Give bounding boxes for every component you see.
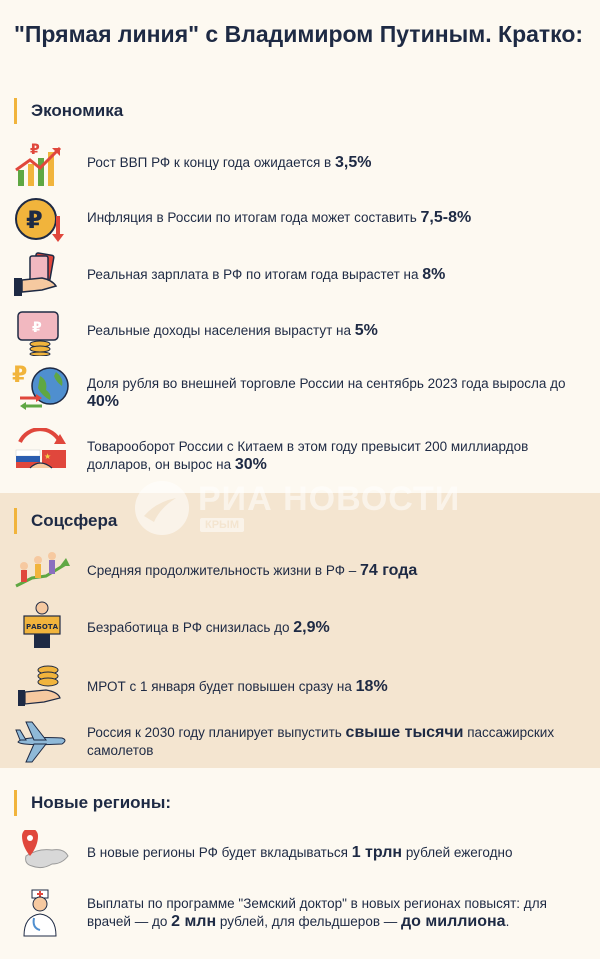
- job-sign-icon: РАБОТА: [12, 600, 70, 650]
- section-heading-economy: Экономика: [14, 98, 123, 124]
- item-text: Реальные доходы населения вырастут на 5%: [87, 322, 378, 339]
- section-heading-regions: Новые регионы:: [14, 790, 171, 816]
- item-text: Рост ВВП РФ к концу года ожидается в 3,5…: [87, 154, 372, 171]
- svg-text:₽: ₽: [30, 142, 40, 158]
- item-text: Товарооборот России с Китаем в этом году…: [87, 439, 529, 473]
- svg-text:₽: ₽: [12, 363, 27, 388]
- item-text: Реальная зарплата в РФ по итогам года вы…: [87, 266, 446, 283]
- item-text: МРОТ с 1 января будет повышен сразу на 1…: [87, 678, 388, 695]
- item-text: В новые регионы РФ будет вкладываться 1 …: [87, 844, 513, 861]
- coins-hand-icon: [12, 660, 70, 710]
- svg-text:₽: ₽: [32, 320, 42, 336]
- item-text: Выплаты по программе "Земский доктор" в …: [87, 896, 547, 930]
- ruble-globe-icon: ₽: [12, 360, 70, 410]
- life-expectancy-icon: [12, 546, 70, 596]
- svg-text:₽: ₽: [26, 206, 43, 234]
- section-heading-social: Соцсфера: [14, 508, 117, 534]
- svg-text:★: ★: [44, 452, 51, 461]
- job-sign-label: РАБОТА: [26, 623, 59, 631]
- item-text: Россия к 2030 году планирует выпустить с…: [87, 724, 555, 758]
- income-wallet-icon: ₽: [12, 306, 70, 357]
- airplane-icon: [12, 716, 70, 766]
- russia-china-trade-icon: ★: [12, 427, 70, 478]
- salary-hand-icon: [12, 250, 70, 300]
- map-pin-icon: [12, 828, 70, 880]
- item-text: Доля рубля во внешней торговле России на…: [87, 376, 566, 410]
- page-title: "Прямая линия" с Владимиром Путиным. Кра…: [14, 21, 584, 47]
- item-text: Средняя продолжительность жизни в РФ – 7…: [87, 562, 418, 579]
- item-text: Безработица в РФ снизилась до 2,9%: [87, 619, 330, 636]
- doctor-icon: [12, 888, 70, 938]
- social-section-band: [0, 493, 600, 768]
- ruble-coin-icon: ₽: [12, 194, 70, 244]
- item-text: Инфляция в России по итогам года может с…: [87, 209, 472, 226]
- gdp-growth-icon: ₽: [12, 140, 70, 190]
